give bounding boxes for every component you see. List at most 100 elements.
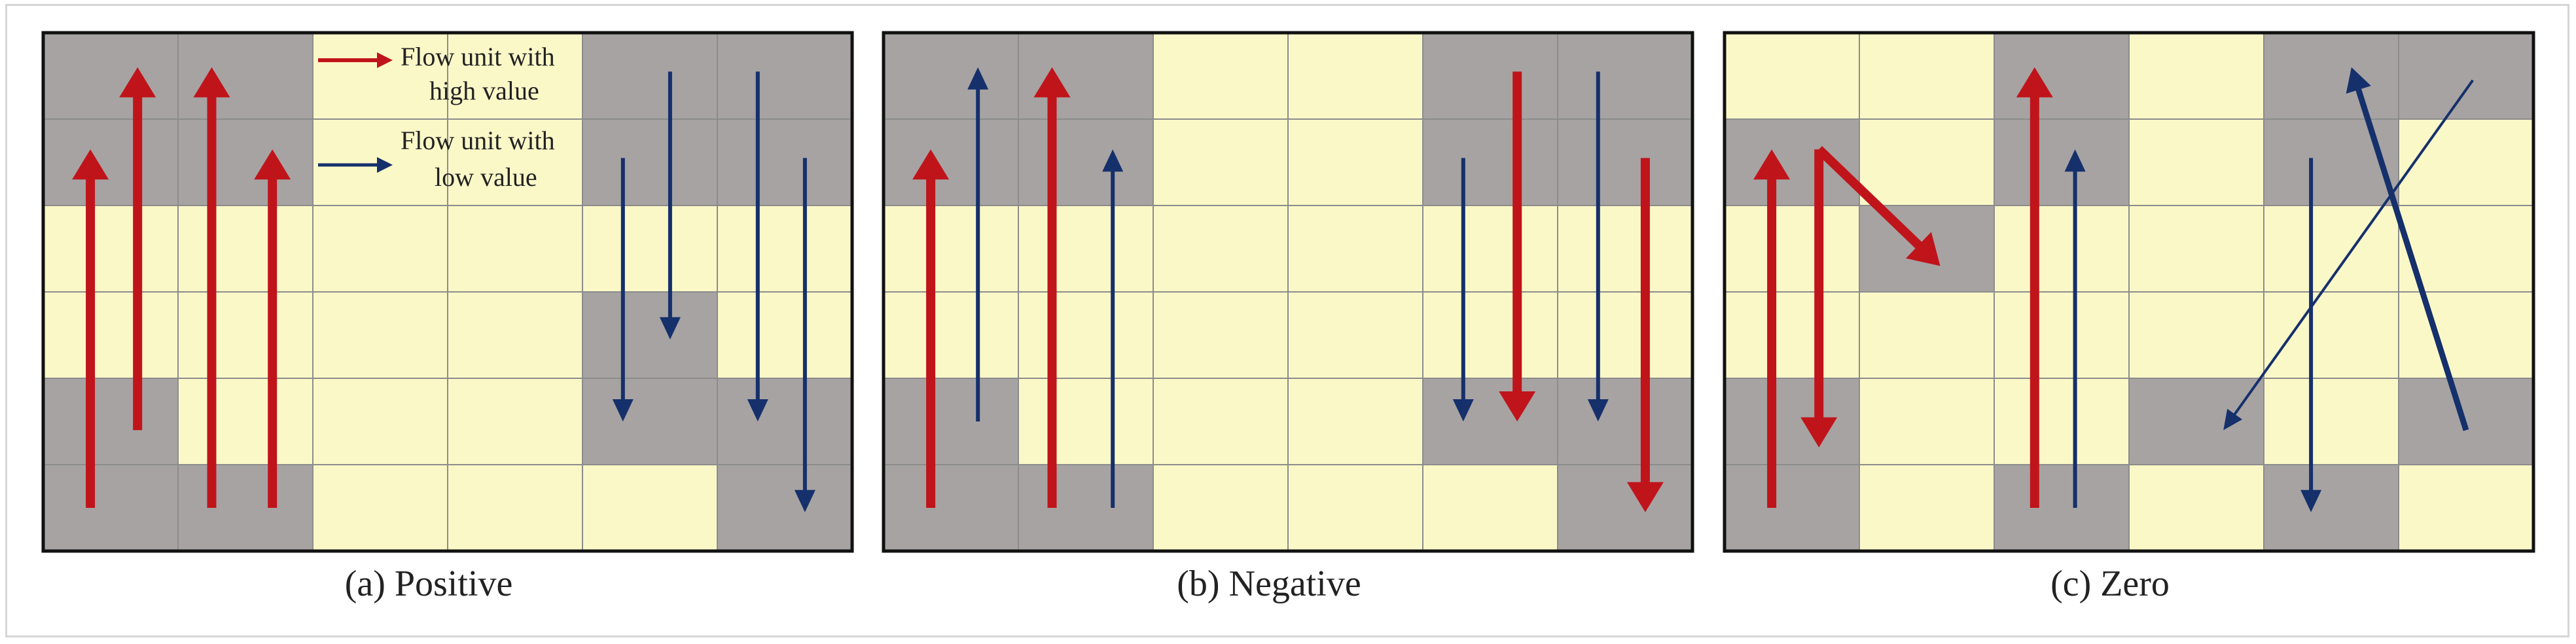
legend-high-label-1: Flow unit with <box>401 42 555 71</box>
grid-cell <box>1859 118 1995 206</box>
grid-cell <box>2128 378 2264 465</box>
grid-cell <box>177 291 313 379</box>
grid-cell <box>717 464 853 552</box>
grid-cell <box>582 205 718 293</box>
grid-cell <box>2398 32 2534 120</box>
grid-cell <box>1859 291 1995 379</box>
grid-cell <box>447 291 583 379</box>
grid-cell <box>1994 464 2130 552</box>
legend-high-label-2: high value <box>429 76 539 105</box>
grid-cell <box>717 118 853 206</box>
high-value-flow-arrow <box>912 149 950 508</box>
grid-cell <box>717 205 853 293</box>
legend-low-label-1: Flow unit with <box>401 126 555 155</box>
grid-cell <box>43 464 179 552</box>
low-value-flow-arrow <box>967 67 989 421</box>
high-value-flow-arrow <box>1800 149 1838 448</box>
grid-cell <box>1287 32 1423 120</box>
high-value-flow-arrow <box>1499 71 1536 421</box>
grid-cell <box>1422 291 1558 379</box>
low-value-flow-arrow <box>794 158 815 512</box>
grid-cell <box>312 464 448 552</box>
grid-cell <box>1018 291 1154 379</box>
grid-cell <box>1724 205 1860 293</box>
low-value-flow-arrow <box>659 71 681 340</box>
grid-cell <box>2263 291 2399 379</box>
grid-cell <box>1287 291 1423 379</box>
grid-cell <box>1287 378 1423 465</box>
grid-cell <box>2263 118 2399 206</box>
grid-cell <box>883 378 1019 465</box>
grid-cell <box>1287 464 1423 552</box>
grid-cell <box>1557 378 1693 465</box>
high-value-flow-arrow <box>119 67 156 431</box>
grid-cell <box>582 291 718 379</box>
grid-cell <box>717 378 853 465</box>
grid-cell <box>2128 464 2264 552</box>
grid-cell <box>1018 118 1154 206</box>
grid-cell <box>1994 118 2130 206</box>
grid-cell <box>1557 464 1693 552</box>
grid-cell <box>1153 464 1289 552</box>
grid-cell <box>43 378 179 465</box>
grid-cell <box>1994 205 2130 293</box>
low-value-flow-arrow <box>2300 158 2322 512</box>
legend-high-arrowhead <box>377 52 393 68</box>
grid-cell <box>2263 378 2399 465</box>
grid-cell <box>2128 32 2264 120</box>
grid-cell <box>312 378 448 465</box>
grid-cell <box>1859 464 1995 552</box>
caption-zero: (c) Zero <box>2050 564 2170 604</box>
grid-cell <box>447 205 583 293</box>
grid-cell <box>1724 118 1860 206</box>
grid-cell <box>2398 464 2534 552</box>
grid-cell <box>1153 205 1289 293</box>
grid-cell <box>2128 291 2264 379</box>
caption-positive: (a) Positive <box>345 564 513 604</box>
panel-border-negative <box>882 31 1694 553</box>
low-value-flow-arrow <box>2346 67 2469 431</box>
grid-cell <box>883 291 1019 379</box>
grid-cell <box>1724 464 1860 552</box>
grid-cell <box>2398 205 2534 293</box>
grid-cell <box>1422 205 1558 293</box>
grid-cell <box>1557 118 1693 206</box>
grid-cell <box>1724 291 1860 379</box>
grid-cell <box>2398 118 2534 206</box>
grid-cell <box>1153 291 1289 379</box>
grid-cell <box>1018 378 1154 465</box>
grid-cell <box>1557 291 1693 379</box>
grid-cell <box>447 118 583 206</box>
grid-cell <box>1859 32 1995 120</box>
grid-cell <box>43 205 179 293</box>
grid-cell <box>1422 464 1558 552</box>
grid-cell <box>883 32 1019 120</box>
grid-cell <box>1018 32 1154 120</box>
high-value-flow-arrow <box>1033 67 1071 508</box>
grid-cell <box>312 205 448 293</box>
grid-cell <box>312 32 448 120</box>
grid-cell <box>582 378 718 465</box>
panel-border-zero <box>1723 31 2535 553</box>
legend-low-arrowhead <box>377 157 393 173</box>
grid-cell <box>1422 378 1558 465</box>
high-value-flow-arrow <box>254 149 291 508</box>
low-value-flow-arrow <box>2223 79 2474 431</box>
high-value-flow-arrow <box>1626 158 1664 512</box>
legend: Flow unit with high value Flow unit with… <box>318 42 555 192</box>
grid-cell <box>1153 118 1289 206</box>
grid-cell <box>177 32 313 120</box>
grid-cell <box>717 32 853 120</box>
grid-cell <box>1287 205 1423 293</box>
grid-cell <box>1994 291 2130 379</box>
grid-cell <box>177 205 313 293</box>
grid-cell <box>447 378 583 465</box>
grid-cell <box>1287 118 1423 206</box>
low-value-flow-arrow <box>747 71 768 421</box>
high-value-flow-arrow <box>1816 146 1941 266</box>
low-value-flow-arrow <box>612 158 634 421</box>
grid-cell <box>312 291 448 379</box>
grid-cell <box>43 118 179 206</box>
grid-cell <box>2128 118 2264 206</box>
